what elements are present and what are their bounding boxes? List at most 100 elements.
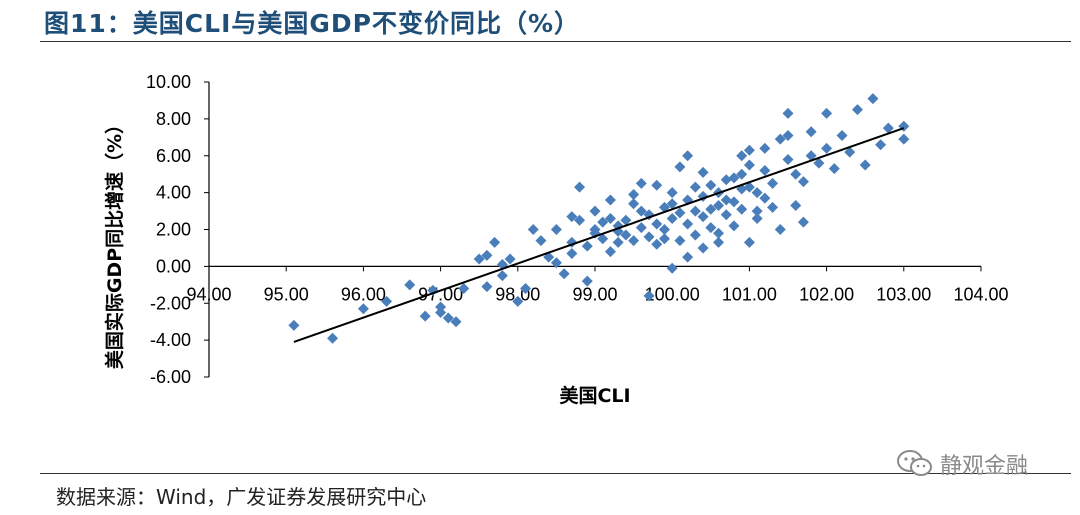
data-point	[458, 283, 470, 294]
data-point	[736, 203, 748, 215]
data-point	[736, 150, 748, 162]
data-point	[774, 224, 786, 235]
data-point	[875, 139, 887, 151]
data-point	[635, 177, 647, 189]
data-point	[550, 257, 562, 269]
x-tick-label: 101.00	[722, 284, 777, 304]
data-point	[666, 187, 678, 199]
x-tick-label: 103.00	[876, 284, 931, 304]
x-axis-title: 美国CLI	[559, 384, 630, 407]
data-point	[697, 211, 709, 223]
data-point	[520, 283, 532, 294]
data-point	[713, 200, 725, 212]
data-point	[651, 238, 663, 250]
data-point	[774, 133, 786, 145]
x-tick-label: 95.00	[264, 284, 309, 304]
data-point	[496, 270, 508, 282]
data-point	[288, 319, 300, 331]
data-point	[705, 179, 717, 191]
data-point	[327, 332, 339, 344]
trend-line	[293, 127, 905, 343]
data-point	[759, 165, 771, 176]
data-point	[805, 150, 817, 162]
data-point	[736, 168, 748, 180]
data-point	[751, 205, 763, 217]
data-point	[828, 163, 840, 175]
data-point	[435, 301, 447, 313]
data-point	[535, 235, 547, 247]
y-tick-label: 0.00	[156, 256, 191, 276]
data-point	[743, 181, 755, 193]
x-tick-labels: 94.00 95.00 96.00 97.00 98.00 99.00 100.00 101.…	[186, 266, 1009, 304]
data-point	[713, 236, 725, 248]
data-point	[790, 168, 802, 180]
data-point	[705, 222, 717, 234]
data-point	[357, 303, 369, 315]
data-point	[604, 212, 616, 224]
data-point	[697, 166, 709, 178]
data-point	[658, 224, 670, 235]
y-tick-label: 10.00	[146, 72, 191, 92]
data-point	[821, 107, 833, 119]
y-axis-title: 美国实际GDP同比增速（%）	[103, 115, 126, 369]
y-tick-label: -6.00	[150, 367, 191, 387]
data-point	[689, 229, 701, 241]
data-point	[666, 212, 678, 224]
watermark: 静观金融	[940, 454, 1029, 479]
data-point	[743, 236, 755, 248]
data-point	[635, 205, 647, 217]
data-point	[705, 203, 717, 215]
data-point	[620, 214, 632, 226]
data-point	[574, 181, 586, 193]
data-point	[489, 236, 501, 248]
data-point	[751, 187, 763, 199]
x-tick-label: 97.00	[418, 284, 463, 304]
data-point	[674, 161, 686, 173]
data-point	[604, 246, 616, 258]
data-point	[767, 177, 779, 189]
y-tick-labels: 10.00 8.00 6.00 4.00 2.00 0.00 -2.00 -4.00 -6.00	[146, 72, 209, 387]
data-point	[689, 205, 701, 217]
data-point	[628, 198, 640, 210]
data-point	[442, 312, 454, 324]
y-tick-label: -4.00	[150, 330, 191, 350]
x-tick-label: 102.00	[799, 284, 854, 304]
data-point	[797, 216, 809, 228]
data-point	[743, 159, 755, 171]
data-point	[450, 316, 462, 328]
data-point	[419, 310, 431, 322]
data-point	[882, 122, 894, 134]
data-point	[782, 153, 794, 165]
footer-divider	[40, 473, 1071, 474]
data-point	[805, 126, 817, 138]
y-tick-label: 6.00	[156, 146, 191, 166]
data-point	[597, 216, 609, 228]
data-point	[404, 279, 416, 291]
data-point	[751, 212, 763, 224]
data-point	[481, 249, 493, 261]
data-point	[651, 179, 663, 191]
data-point	[666, 262, 678, 274]
data-point	[435, 306, 447, 318]
data-point	[674, 235, 686, 247]
data-point	[658, 233, 670, 245]
data-source: 数据来源：Wind，广发证券发展研究中心	[56, 485, 427, 509]
data-point	[651, 218, 663, 230]
data-points	[288, 93, 910, 344]
data-point	[589, 224, 601, 235]
data-point	[743, 144, 755, 156]
data-point	[666, 198, 678, 210]
data-point	[713, 227, 725, 239]
data-point	[782, 129, 794, 141]
data-point	[759, 142, 771, 154]
y-tick-label: 4.00	[156, 183, 191, 203]
data-point	[720, 209, 732, 221]
data-point	[504, 253, 516, 265]
y-tick-label: -2.00	[150, 293, 191, 313]
data-point	[697, 242, 709, 254]
data-point	[597, 233, 609, 245]
x-tick-label: 96.00	[341, 284, 386, 304]
data-point	[790, 200, 802, 212]
data-point	[473, 253, 485, 265]
data-point	[720, 194, 732, 206]
